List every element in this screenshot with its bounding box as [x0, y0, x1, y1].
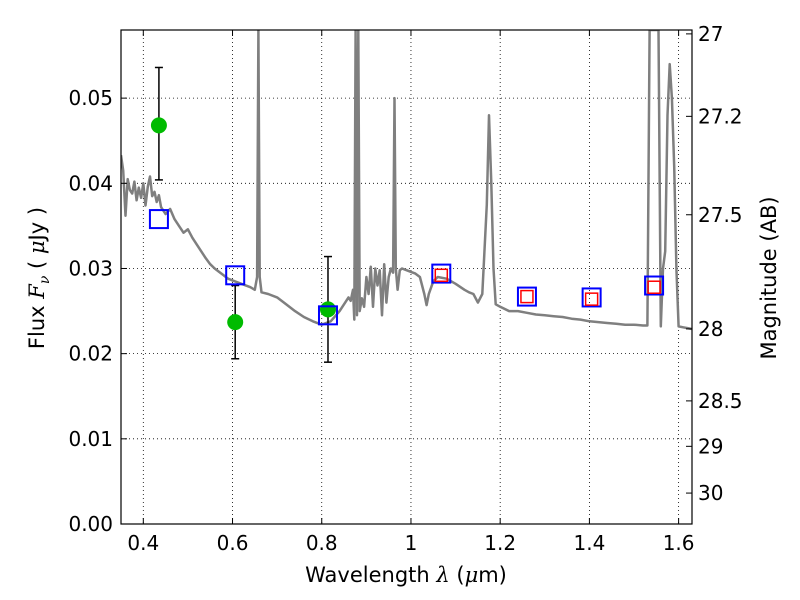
- model-flux-square: [581, 287, 602, 308]
- y2-axis-label: Magnitude (AB): [757, 196, 781, 359]
- y-tick-label: 0.05: [68, 86, 113, 110]
- model-flux-square-small: [584, 292, 599, 306]
- y-tick-label: 0.01: [68, 427, 113, 451]
- y-tick-label: 0.00: [68, 512, 113, 536]
- y2-tick-label: 27: [698, 22, 723, 46]
- model-flux-square-small: [647, 280, 661, 294]
- photometry-markers: [148, 66, 665, 363]
- observed-flux-point: [319, 301, 336, 318]
- grid-lines: [121, 30, 692, 525]
- observed-flux-point: [150, 117, 167, 134]
- y2-tick-label: 28: [698, 317, 723, 341]
- y-tick-label: 0.03: [68, 256, 113, 280]
- x-tick-label: 0.4: [127, 531, 159, 555]
- model-flux-square-small: [520, 289, 534, 304]
- y-axis-label: Flux Fν ( μJy ): [25, 207, 53, 349]
- model-flux-square: [225, 265, 246, 286]
- y-tick-label: 0.04: [68, 171, 113, 195]
- y2-tick-label: 27.2: [698, 104, 743, 128]
- y2-tick-label: 29: [698, 434, 723, 458]
- y2-tick-label: 30: [698, 481, 723, 505]
- model-spectrum: [121, 30, 692, 331]
- plot-frame: [120, 29, 693, 525]
- x-tick-label: 1.4: [573, 531, 605, 555]
- x-tick-label: 1: [405, 531, 418, 555]
- y2-tick-label: 27.5: [698, 203, 743, 227]
- model-flux-square-small: [434, 268, 449, 283]
- y2-tick-label: 28.5: [698, 389, 743, 413]
- x-axis-label: Wavelength λ (μm): [305, 563, 507, 587]
- axis-ticks: 0.4 0.6 0.8 1 1.2 1.4 1.6 0.00 0.01 0.02 0.03 0.04 0…: [68, 22, 742, 555]
- y-tick-label: 0.02: [68, 342, 113, 366]
- model-flux-square: [516, 286, 537, 307]
- observed-flux-point: [227, 314, 244, 331]
- model-flux-square: [148, 209, 169, 230]
- model-flux-square: [644, 275, 665, 296]
- x-tick-label: 1.6: [663, 531, 695, 555]
- x-tick-label: 0.6: [217, 531, 249, 555]
- x-tick-label: 1.2: [484, 531, 516, 555]
- spectrum-line: [121, 30, 692, 331]
- model-flux-square: [317, 305, 338, 326]
- x-tick-label: 0.8: [306, 531, 338, 555]
- model-flux-square: [431, 263, 452, 284]
